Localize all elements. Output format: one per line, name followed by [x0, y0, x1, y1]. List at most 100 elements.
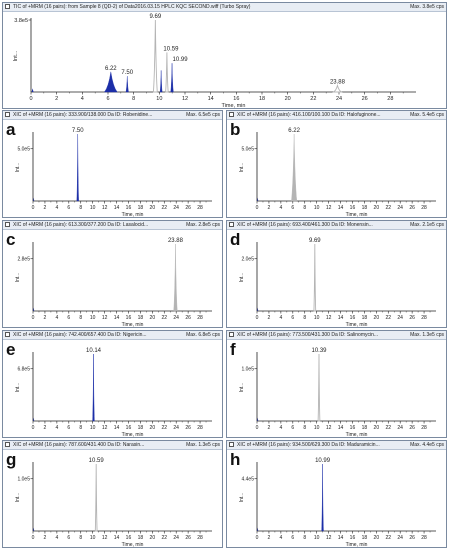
x-tick-label: 10: [314, 535, 320, 541]
x-tick-label: 26: [409, 425, 415, 431]
x-tick-label: 4: [55, 535, 58, 541]
x-tick-label: 6: [67, 315, 70, 321]
y-axis-label: Int...: [239, 383, 245, 393]
x-tick-label: 18: [138, 205, 144, 211]
x-tick-label: 24: [173, 535, 179, 541]
x-tick-label: 24: [173, 425, 179, 431]
x-tick-label: 0: [256, 425, 259, 431]
peak-label: 7.50: [72, 128, 84, 134]
x-tick-label: 8: [79, 535, 82, 541]
xic-panel-e: XIC of +MRM (16 pairs): 742.400/657.400 …: [2, 330, 223, 438]
x-tick-label: 12: [326, 205, 332, 211]
x-tick-label: 26: [185, 315, 191, 321]
peak-label: 10.99: [315, 458, 331, 464]
peak-label: 7.50: [121, 70, 133, 76]
window-icon: [5, 4, 10, 9]
peak-23.88: [332, 83, 343, 93]
peak-7.5: [76, 133, 79, 202]
window-icon: [229, 332, 234, 337]
peak-10.59: [165, 52, 169, 93]
x-tick-label: 12: [326, 535, 332, 541]
x-tick-label: 2: [268, 205, 271, 211]
x-tick-label: 8: [303, 205, 306, 211]
y-axis-label: Int...: [13, 50, 19, 61]
x-tick-label: 8: [79, 205, 82, 211]
xic-title: XIC of +MRM (16 pairs): 693.400/461.300 …: [237, 222, 373, 228]
peak-label: 23.88: [168, 238, 184, 244]
y-axis-label: Int...: [15, 493, 21, 503]
x-tick-label: 12: [102, 425, 108, 431]
y-tick-label: 6.8e5: [17, 367, 30, 373]
x-tick-label: 28: [197, 315, 203, 321]
x-tick-label: 0: [32, 205, 35, 211]
peak-label: 10.59: [89, 458, 105, 464]
panel-letter: h: [228, 450, 243, 469]
x-axis-label: Time, min: [346, 432, 368, 437]
x-tick-label: 22: [161, 315, 167, 321]
panel-letter: a: [4, 120, 18, 139]
xic-panel-d: XIC of +MRM (16 pairs): 693.400/461.300 …: [226, 220, 447, 328]
xic-panel-h: XIC of +MRM (16 pairs): 934.500/629.300 …: [226, 440, 447, 548]
peak-label: 6.22: [288, 128, 300, 134]
peak-label: 9.69: [150, 14, 162, 20]
x-tick-label: 2: [44, 205, 47, 211]
x-tick-label: 2: [44, 425, 47, 431]
peak-10.14: [92, 353, 95, 422]
xic-title-bar: XIC of +MRM (16 pairs): 333.900/138.000 …: [3, 111, 222, 120]
x-tick-label: 20: [150, 425, 156, 431]
x-tick-label: 4: [279, 425, 282, 431]
x-tick-label: 2: [44, 535, 47, 541]
x-tick-label: 28: [421, 535, 427, 541]
x-tick-label: 24: [173, 205, 179, 211]
x-tick-label: 18: [362, 535, 368, 541]
solvent-front-peak: [257, 197, 259, 201]
x-tick-label: 8: [132, 96, 135, 102]
x-tick-label: 4: [55, 315, 58, 321]
panel-letter: d: [228, 230, 243, 249]
x-tick-label: 28: [197, 535, 203, 541]
y-axis-label: Int...: [15, 273, 21, 283]
tic-panel: TIC of +MRM (16 pairs): from Sample 8 (Q…: [2, 2, 447, 109]
xic-panel-f: XIC of +MRM (16 pairs): 773.500/431.300 …: [226, 330, 447, 438]
x-tick-label: 18: [362, 205, 368, 211]
x-tick-label: 14: [114, 315, 120, 321]
x-tick-label: 16: [126, 315, 132, 321]
x-tick-label: 10: [314, 315, 320, 321]
xic-title-bar: XIC of +MRM (16 pairs): 416.100/100.100 …: [227, 111, 446, 120]
tic-title: TIC of +MRM (16 pairs): from Sample 8 (Q…: [13, 4, 251, 10]
x-tick-label: 14: [114, 425, 120, 431]
xic-title: XIC of +MRM (16 pairs): 333.900/138.000 …: [13, 112, 153, 118]
x-tick-label: 0: [29, 96, 32, 102]
x-tick-label: 18: [362, 425, 368, 431]
window-icon: [5, 112, 10, 117]
x-tick-label: 0: [256, 535, 259, 541]
x-tick-label: 10: [314, 205, 320, 211]
solvent-front-peak: [257, 527, 259, 531]
panel-letter: e: [4, 340, 18, 359]
x-tick-label: 26: [362, 96, 368, 102]
x-tick-label: 10: [314, 425, 320, 431]
solvent-front-peak: [257, 307, 259, 311]
x-tick-label: 2: [55, 96, 58, 102]
x-tick-label: 22: [385, 535, 391, 541]
x-axis-label: Time, min: [122, 212, 144, 217]
x-tick-label: 4: [279, 535, 282, 541]
x-tick-label: 22: [161, 535, 167, 541]
x-tick-label: 26: [185, 425, 191, 431]
xic-title-bar: XIC of +MRM (16 pairs): 934.500/629.300 …: [227, 441, 446, 450]
xic-title: XIC of +MRM (16 pairs): 787.600/431.400 …: [13, 442, 145, 448]
x-tick-label: 4: [81, 96, 84, 102]
y-tick-label: 2.0e5: [241, 257, 254, 263]
peak-6.22: [103, 71, 118, 93]
y-tick-label: 2.8e5: [17, 257, 30, 263]
x-tick-label: 12: [182, 96, 188, 102]
x-tick-label: 10: [90, 425, 96, 431]
tic-max-label: Max. 3.8e5 cps: [408, 3, 444, 11]
x-tick-label: 0: [32, 315, 35, 321]
window-icon: [5, 222, 10, 227]
x-tick-label: 16: [126, 425, 132, 431]
x-tick-label: 18: [138, 535, 144, 541]
